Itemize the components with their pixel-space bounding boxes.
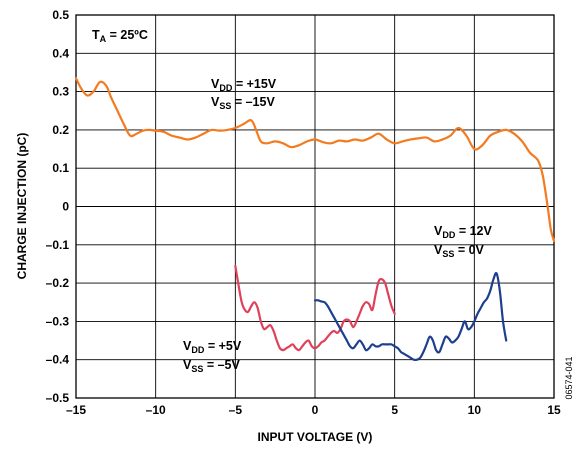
- y-tick-label: –0.4: [46, 353, 70, 367]
- annotation-15v-vss: VSS = –15V: [211, 95, 275, 111]
- annotation-12v-vss: VSS = 0V: [434, 243, 485, 259]
- y-tick-label: 0.5: [52, 8, 69, 22]
- x-tick-labels: –15 –10 –5 0 5 10 15: [66, 403, 561, 417]
- y-tick-label: –0.5: [46, 391, 70, 405]
- figure-id: 06574-041: [564, 356, 574, 399]
- y-tick-label: 0.2: [52, 123, 69, 137]
- y-tick-label: 0.3: [52, 85, 69, 99]
- series-line-1: [234, 264, 396, 352]
- y-tick-label: 0.1: [52, 161, 69, 175]
- y-tick-label: –0.3: [46, 314, 70, 328]
- x-tick-label: –5: [229, 403, 243, 417]
- annotation-ta: TA = 25ºC: [92, 28, 148, 44]
- y-tick-label: –0.2: [46, 276, 70, 290]
- x-tick-label: 5: [391, 403, 398, 417]
- series-layer: [74, 77, 556, 362]
- x-tick-label: 10: [468, 403, 482, 417]
- y-tick-labels: 0.5 0.4 0.3 0.2 0.1 0 –0.1 –0.2 –0.3 –0.4 –0.5: [46, 8, 70, 405]
- series-line-2: [313, 272, 508, 362]
- x-tick-label: 0: [312, 403, 319, 417]
- series-line-0: [74, 77, 556, 243]
- x-tick-label: –10: [146, 403, 166, 417]
- y-tick-label: 0: [62, 200, 69, 214]
- annotation-5v-vdd: VDD = +5V: [183, 339, 242, 355]
- plot-frame: [75, 14, 555, 399]
- y-tick-label: 0.4: [52, 46, 69, 60]
- y-tick-label: –0.1: [46, 238, 70, 252]
- x-tick-label: –15: [66, 403, 86, 417]
- annotation-12v-vdd: VDD = 12V: [434, 224, 492, 240]
- annotation-15v-vdd: VDD = +15V: [211, 77, 277, 93]
- annotation-5v-vss: VSS = –5V: [183, 358, 241, 374]
- x-tick-label: 15: [547, 403, 561, 417]
- y-axis-title: CHARGE INJECTION (pC): [15, 133, 29, 280]
- x-axis-title: INPUT VOLTAGE (V): [258, 430, 373, 444]
